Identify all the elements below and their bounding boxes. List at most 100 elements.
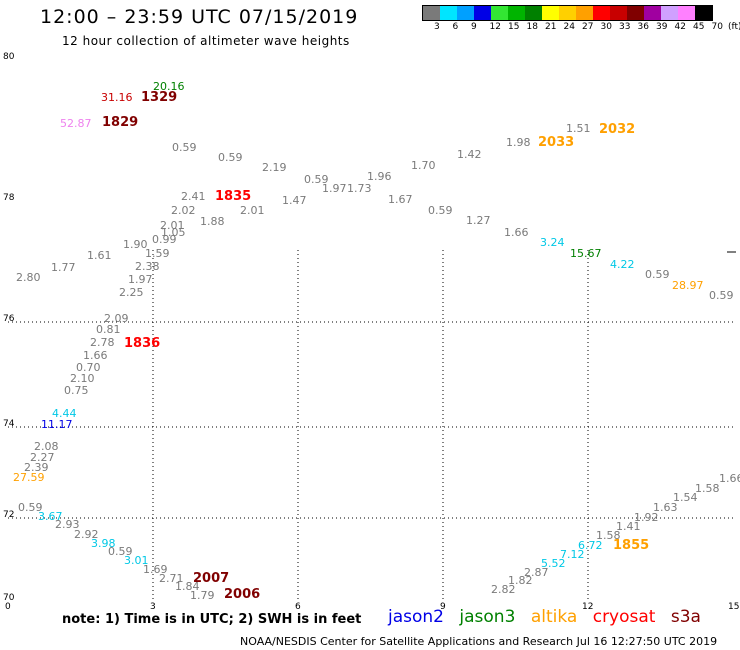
legend-cryosat: cryosat xyxy=(592,607,656,627)
x-tick-15: 15 xyxy=(728,602,740,612)
lat-lon-grid xyxy=(8,250,736,600)
wave-height-label: 2.92 xyxy=(74,528,99,541)
wave-height-label: 1.41 xyxy=(616,520,641,533)
wave-height-label: 1.77 xyxy=(51,261,76,274)
map-subtitle: 12 hour collection of altimeter wave hei… xyxy=(62,34,350,48)
y-tick-78: 78 xyxy=(3,193,15,203)
color-scale-bar xyxy=(422,5,713,21)
legend-s3a: s3a xyxy=(670,607,701,627)
color-scale-label: 15 xyxy=(508,22,520,32)
pass-time-label: 1836 xyxy=(124,336,161,351)
color-swatch xyxy=(542,6,559,20)
wave-height-label: 1.70 xyxy=(411,159,436,172)
color-scale-label: 42 xyxy=(674,22,686,32)
color-swatch xyxy=(491,6,508,20)
x-tick-0: 0 xyxy=(5,602,11,612)
wave-height-label: 1.42 xyxy=(457,148,482,161)
wave-height-label: 1.59 xyxy=(145,247,170,260)
color-swatch xyxy=(474,6,491,20)
color-swatch xyxy=(644,6,661,20)
wave-height-label: 11.17 xyxy=(41,418,73,431)
wave-height-label: 0.59 xyxy=(709,289,734,302)
pass-time-label: 2032 xyxy=(599,122,636,137)
wave-height-label: 1.82 xyxy=(508,574,533,587)
wave-height-label: 2.93 xyxy=(55,518,80,531)
color-scale-label: 3 xyxy=(434,22,440,32)
wave-height-label: 0.59 xyxy=(645,268,670,281)
color-scale-label: 6 xyxy=(452,22,459,32)
color-swatch xyxy=(423,6,440,20)
color-swatch xyxy=(661,6,678,20)
wave-height-label: 1.92 xyxy=(634,511,659,524)
wave-height-label: 6.72 xyxy=(578,539,603,552)
y-tick-80: 80 xyxy=(3,52,15,62)
wave-height-label: 0.59 xyxy=(218,151,243,164)
wave-height-label: 2.71 xyxy=(159,572,184,585)
wave-height-label: 2.08 xyxy=(34,440,59,453)
wave-height-label: 0.59 xyxy=(18,501,43,514)
wave-height-label: 1.67 xyxy=(388,193,413,206)
wave-height-label: 27.59 xyxy=(13,471,45,484)
wave-height-label: 3.98 xyxy=(91,537,116,550)
wave-height-label: 0.75 xyxy=(64,384,89,397)
wave-height-label: 20.16 xyxy=(153,80,185,93)
wave-height-label: 2.39 xyxy=(24,461,49,474)
pass-time-label: 2033 xyxy=(538,135,575,150)
wave-height-label: 52.87 xyxy=(60,117,92,130)
color-swatch xyxy=(695,6,712,20)
wave-height-label: 1.51 xyxy=(566,122,591,135)
color-swatch xyxy=(525,6,542,20)
color-swatch xyxy=(440,6,457,20)
wave-height-label: 1.27 xyxy=(466,214,491,227)
wave-height-label: 3.01 xyxy=(124,554,149,567)
wave-height-label: 1.47 xyxy=(282,194,307,207)
wave-height-label: 15.67 xyxy=(570,247,602,260)
color-scale-label: 33 xyxy=(619,22,631,32)
wave-height-label: 2.02 xyxy=(171,204,196,217)
wave-height-label: 0.59 xyxy=(428,204,453,217)
wave-height-label: 0.81 xyxy=(96,323,121,336)
x-tick-12: 12 xyxy=(582,602,594,612)
y-tick-76: 76 xyxy=(3,314,15,324)
color-scale-label: 24 xyxy=(563,22,575,32)
wave-height-label: 1.61 xyxy=(87,249,112,262)
color-scale-label: 70 xyxy=(711,22,723,32)
y-tick-72: 72 xyxy=(3,510,15,520)
wave-height-label: 2.82 xyxy=(491,583,516,596)
map-title: 12:00 – 23:59 UTC 07/15/2019 xyxy=(40,6,359,28)
wave-height-label: 1.63 xyxy=(653,501,678,514)
wave-height-label: 1.97 xyxy=(322,182,347,195)
color-scale-label: 12 xyxy=(489,22,501,32)
color-swatch xyxy=(576,6,593,20)
color-swatch xyxy=(678,6,695,20)
wave-height-label: 2.25 xyxy=(119,286,144,299)
footnote: note: 1) Time is in UTC; 2) SWH is in fe… xyxy=(62,612,362,627)
wave-height-label: 1.73 xyxy=(347,182,372,195)
color-scale-label: 9 xyxy=(471,22,477,32)
wave-height-label: 0.59 xyxy=(108,545,133,558)
color-scale-label: 36 xyxy=(637,22,649,32)
wave-height-label: 1.79 xyxy=(190,589,215,602)
wave-height-label: 2.41 xyxy=(181,190,206,203)
wave-height-label: 2.27 xyxy=(30,451,55,464)
pass-time-label: 2006 xyxy=(224,587,261,602)
wave-height-label: 4.22 xyxy=(610,258,635,271)
legend-jason2: jason2 xyxy=(388,607,444,627)
satellite-legend: jason2 jason3 altika cryosat s3a xyxy=(388,607,711,627)
wave-height-label: 5.52 xyxy=(541,557,566,570)
wave-height-label: 1.88 xyxy=(200,215,225,228)
color-swatch xyxy=(610,6,627,20)
x-tick-3: 3 xyxy=(150,602,156,612)
color-swatch xyxy=(593,6,610,20)
color-swatch xyxy=(457,6,474,20)
pass-time-label: 1329 xyxy=(141,90,178,105)
wave-height-label: 2.01 xyxy=(240,204,265,217)
wave-height-label: 2.19 xyxy=(262,161,287,174)
color-scale-label: 30 xyxy=(600,22,612,32)
color-scale-label: 39 xyxy=(656,22,668,32)
y-tick-70: 70 xyxy=(3,593,15,603)
wave-height-label: 7.12 xyxy=(560,548,585,561)
wave-height-label: 0.99 xyxy=(152,233,177,246)
